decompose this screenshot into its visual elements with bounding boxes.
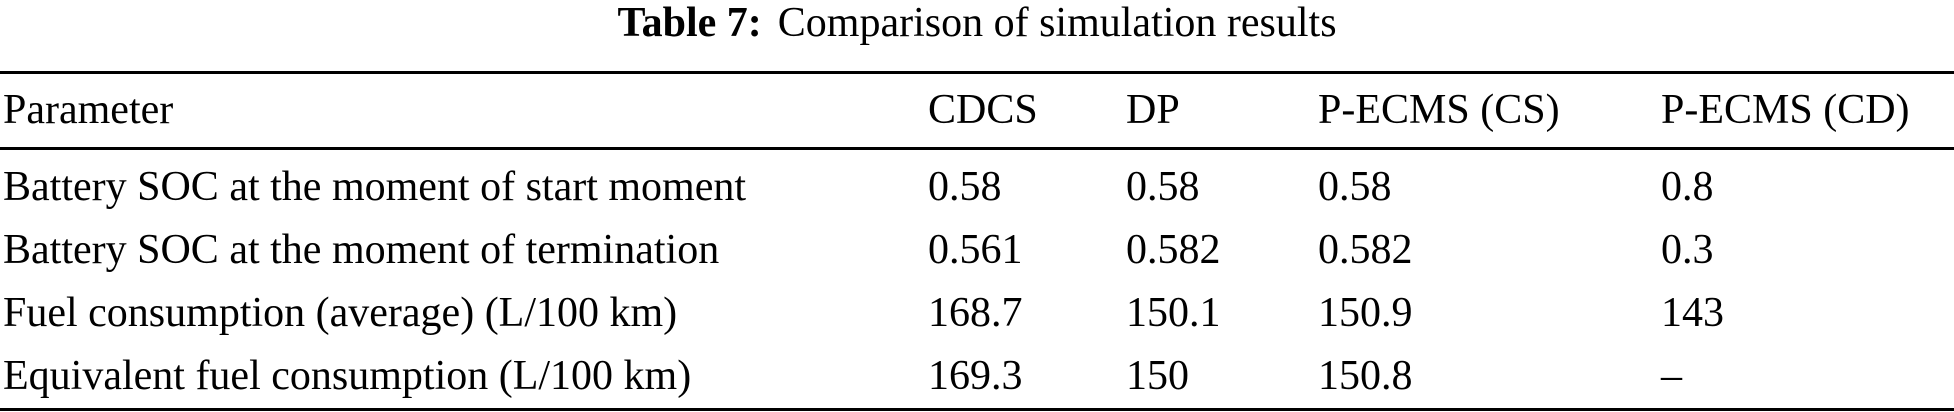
value-cell: 0.58	[928, 164, 1002, 210]
value-cell: 168.7	[928, 290, 1023, 336]
column-header-pecms-cd: P-ECMS (CD)	[1661, 72, 1954, 150]
parameter-cell: Fuel consumption (average) (L/100 km)	[3, 290, 678, 336]
value-cell: 0.582	[1318, 227, 1413, 273]
column-header-cdcs: CDCS	[928, 72, 1126, 150]
column-header-parameter: Parameter	[0, 72, 928, 150]
table-row: Battery SOC at the moment of termination…	[0, 219, 1954, 282]
value-cell: 0.582	[1126, 227, 1221, 273]
parameter-cell: Battery SOC at the moment of start momen…	[3, 164, 747, 210]
parameter-cell: Equivalent fuel consumption (L/100 km)	[3, 353, 692, 399]
column-header-pecms-cs: P-ECMS (CS)	[1318, 72, 1661, 150]
column-header-dp: DP	[1126, 72, 1318, 150]
value-cell: 0.58	[1318, 164, 1392, 210]
value-cell: 0.58	[1126, 164, 1200, 210]
table-caption: Table 7: Comparison of simulation results	[0, 0, 1954, 47]
table-row: Battery SOC at the moment of start momen…	[0, 149, 1954, 220]
value-cell: 0.3	[1661, 227, 1714, 273]
table-row: Fuel consumption (average) (L/100 km) 16…	[0, 282, 1954, 345]
value-cell: 150.8	[1318, 353, 1413, 399]
caption-text: Comparison of simulation results	[777, 0, 1337, 46]
table-row: Equivalent fuel consumption (L/100 km) 1…	[0, 345, 1954, 410]
value-cell: 150	[1126, 353, 1189, 399]
value-cell: 150.1	[1126, 290, 1221, 336]
value-cell: 143	[1661, 290, 1724, 336]
header-row: Parameter CDCS DP P-ECMS (CS) P-ECMS (CD…	[0, 72, 1954, 150]
value-cell: 0.561	[928, 227, 1023, 273]
value-cell: 150.9	[1318, 290, 1413, 336]
parameter-cell: Battery SOC at the moment of termination	[3, 227, 720, 273]
value-cell: 169.3	[928, 353, 1023, 399]
value-cell: –	[1661, 353, 1682, 399]
value-cell: 0.8	[1661, 164, 1714, 210]
simulation-results-table: Parameter CDCS DP P-ECMS (CS) P-ECMS (CD…	[0, 71, 1954, 411]
caption-label: Table 7:	[617, 0, 762, 46]
